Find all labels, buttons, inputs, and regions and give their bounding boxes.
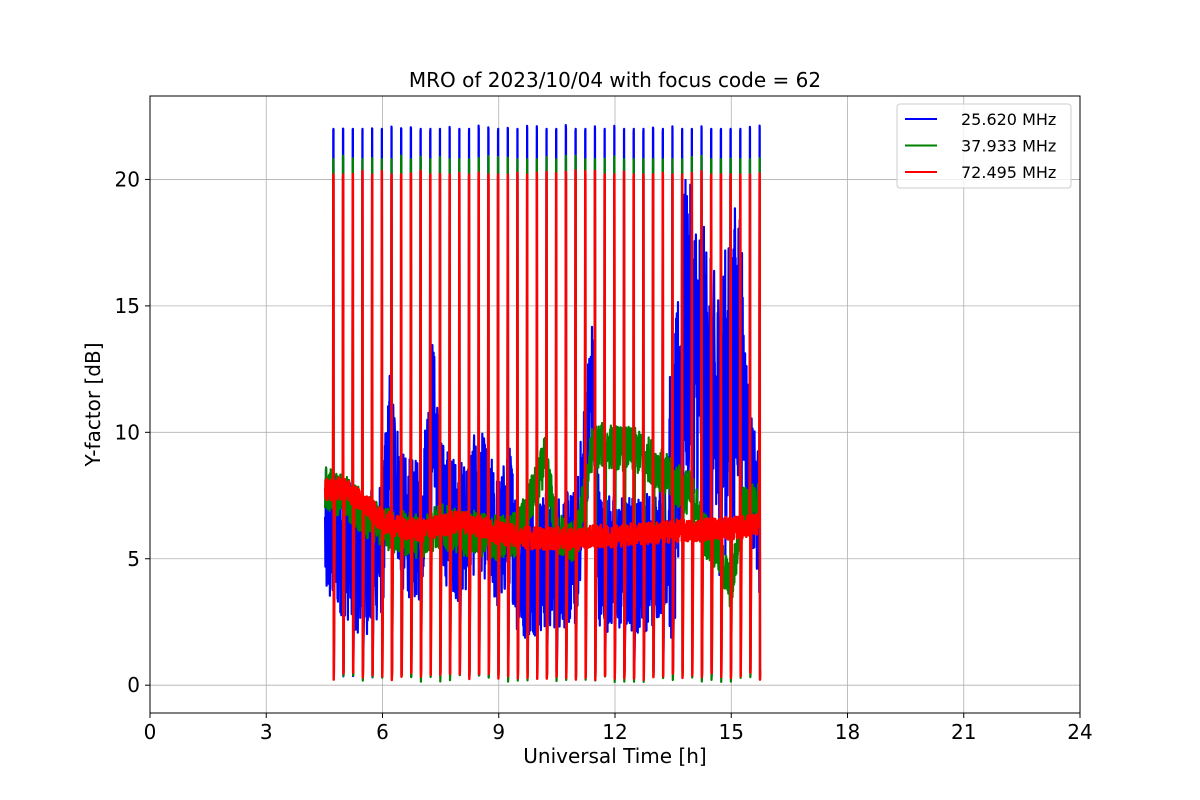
y-tick-label: 15 [115,294,140,318]
y-tick-label: 0 [127,673,140,697]
y-tick-label: 5 [127,547,140,571]
series-line [324,154,762,684]
legend-label: 25.620 MHz [961,110,1056,129]
y-tick-label: 10 [115,420,140,444]
legend-label: 37.933 MHz [961,137,1056,156]
chart-title: MRO of 2023/10/04 with focus code = 62 [409,68,821,92]
axis-ticks: 0 3 6 9 12 15 18 21 24 0 5 10 15 20 [115,167,1093,744]
x-tick-label: 6 [376,720,389,744]
x-tick-label: 9 [492,720,505,744]
plot-series [323,124,762,684]
x-tick-label: 0 [144,720,157,744]
legend-box [896,103,1072,189]
x-tick-label: 21 [951,720,976,744]
x-tick-label: 18 [835,720,860,744]
x-tick-label: 3 [260,720,273,744]
y-axis-label: Y-factor [dB] [81,342,105,467]
legend: 25.620 MHz 37.933 MHz 72.495 MHz [896,103,1072,189]
y-tick-label: 20 [115,167,140,191]
series-line [323,169,762,682]
legend-label: 72.495 MHz [961,163,1056,182]
x-axis-label: Universal Time [h] [523,744,706,768]
x-tick-label: 24 [1067,720,1092,744]
x-tick-label: 12 [602,720,627,744]
x-tick-label: 15 [719,720,744,744]
